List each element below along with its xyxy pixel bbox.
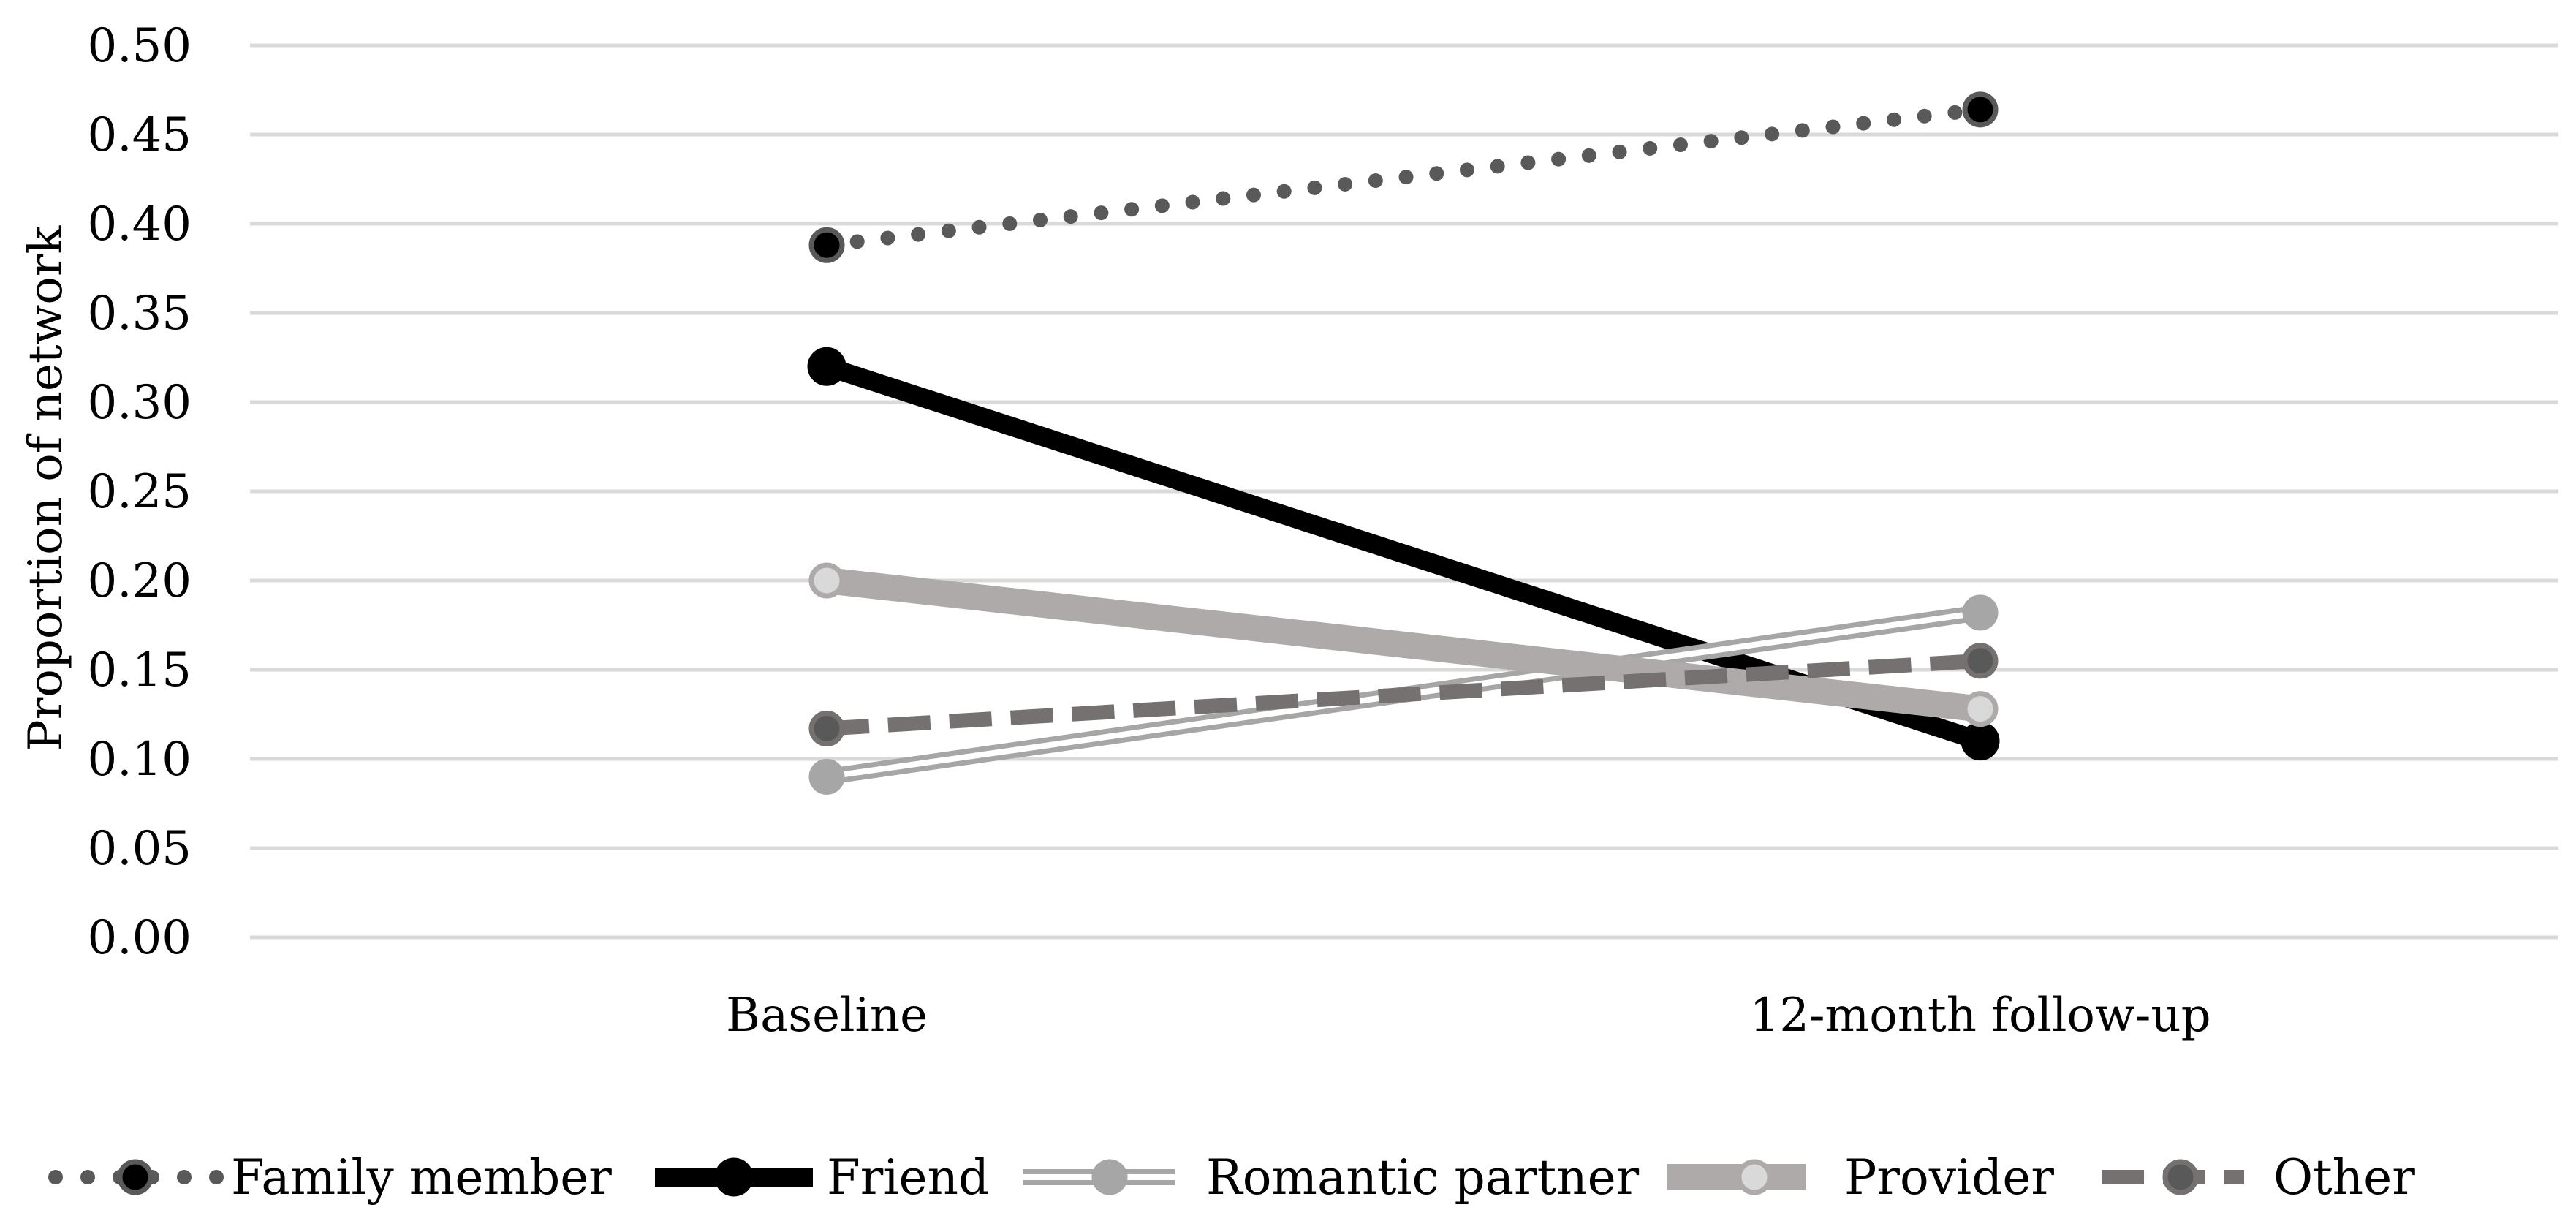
y-axis-ticks: 0.00 0.05 0.10 0.15 0.20 0.25 0.30 0.35 0.40 0.45… [88, 19, 192, 965]
y-tick-label: 0.50 [88, 19, 192, 73]
y-axis-label: Proportion of network [19, 224, 73, 751]
legend-item: Friend [655, 1149, 989, 1206]
series-line [826, 653, 1981, 736]
data-point [1962, 691, 1999, 727]
y-tick-label: 0.40 [88, 197, 192, 252]
legend-swatch-marker [117, 1159, 154, 1195]
y-tick-label: 0.15 [88, 643, 192, 698]
data-point [1961, 722, 2000, 761]
legend-label: Romantic partner [1206, 1149, 1640, 1206]
legend-swatch-marker [1091, 1159, 1128, 1195]
legend-item: Family member [48, 1149, 612, 1206]
series-line [825, 567, 1982, 722]
y-tick-label: 0.00 [88, 911, 192, 965]
y-tick-label: 0.20 [88, 554, 192, 608]
data-point [808, 758, 845, 795]
data-point [807, 347, 846, 386]
series-other [808, 643, 1999, 747]
legend-label: Family member [231, 1149, 612, 1206]
data-point [808, 711, 845, 747]
y-tick-label: 0.45 [88, 108, 192, 162]
series-line [819, 102, 1988, 253]
y-tick-label: 0.35 [88, 287, 192, 341]
x-axis-ticks: Baseline 12-month follow-up [726, 988, 2211, 1043]
data-point [1962, 91, 1999, 128]
legend-item: Provider [1667, 1149, 2054, 1206]
x-tick-label: Baseline [726, 988, 928, 1043]
legend-swatch-marker [2162, 1159, 2199, 1195]
legend-label: Friend [827, 1149, 989, 1206]
data-point [808, 227, 845, 263]
gridlines [250, 43, 2558, 940]
legend-item: Romantic partner [1023, 1149, 1640, 1206]
legend-label: Provider [1844, 1149, 2054, 1206]
y-tick-label: 0.05 [88, 822, 192, 876]
legend-item: Other [2102, 1149, 2415, 1206]
legend-swatch-marker [714, 1157, 754, 1197]
x-tick-label: 12-month follow-up [1749, 988, 2211, 1043]
data-point [808, 562, 845, 599]
y-tick-label: 0.30 [88, 376, 192, 430]
series-group [807, 91, 2000, 795]
series-provider [808, 562, 1999, 727]
legend: Family member Friend Romantic partner Provi… [48, 1149, 2415, 1206]
y-tick-label: 0.25 [88, 465, 192, 519]
y-tick-label: 0.10 [88, 733, 192, 787]
series-family-member [808, 91, 1999, 263]
data-point [1962, 594, 1999, 631]
legend-swatch-marker [1736, 1159, 1773, 1195]
data-point [1962, 643, 1999, 679]
legend-label: Other [2273, 1149, 2415, 1206]
